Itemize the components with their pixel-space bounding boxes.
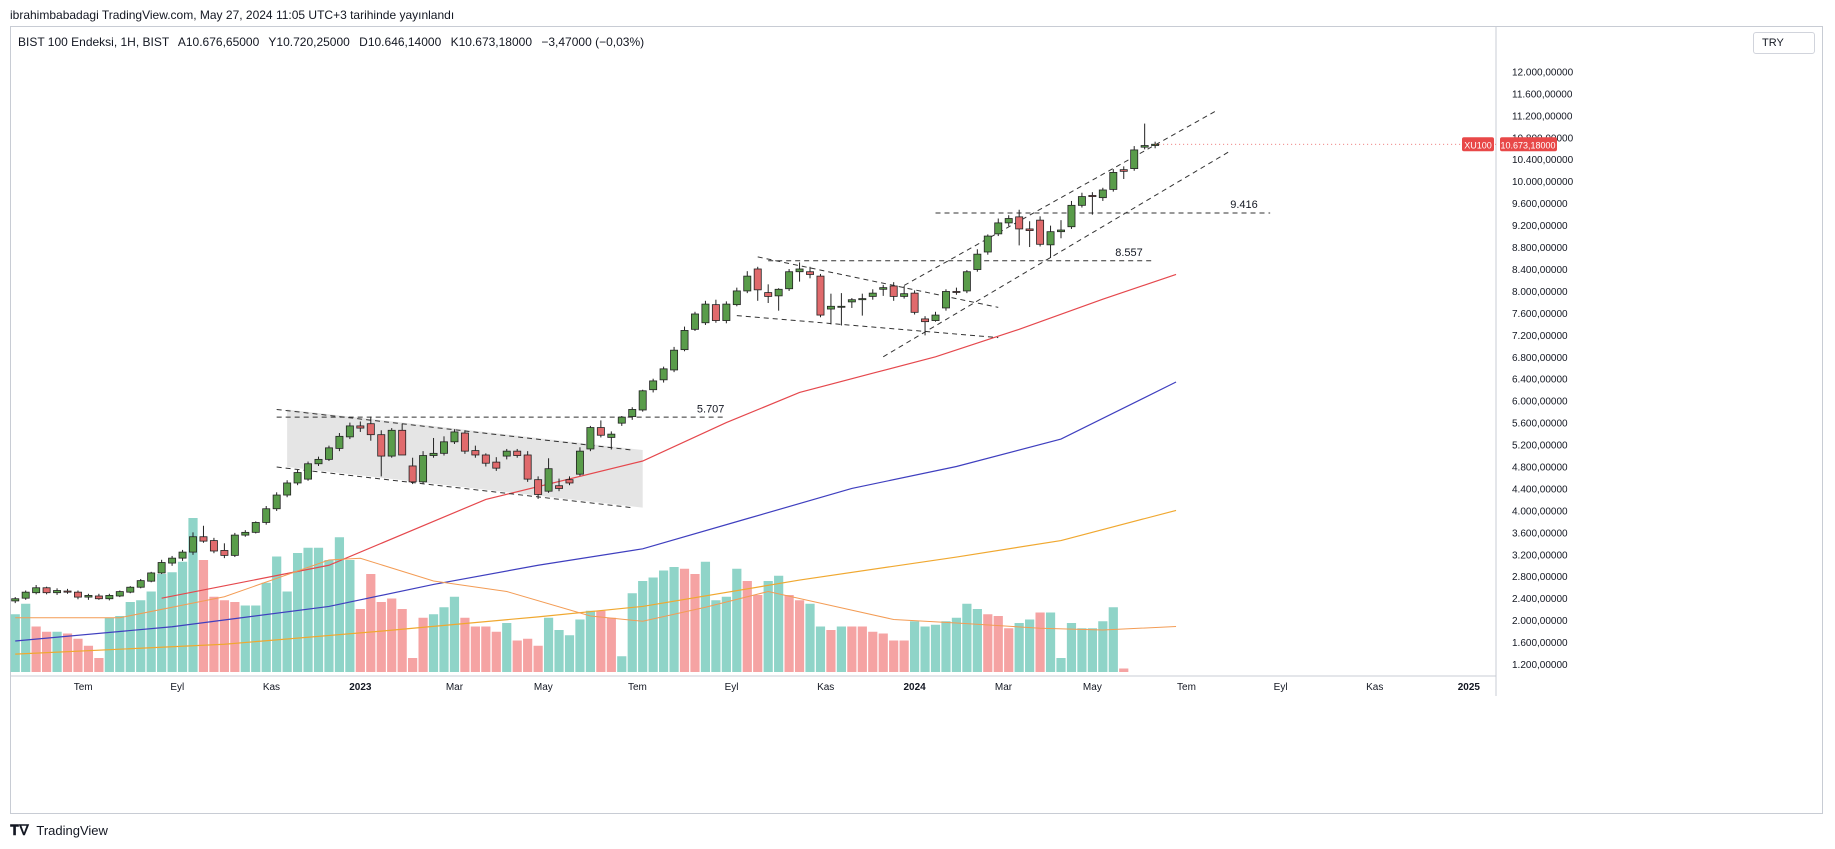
symbol-legend: BIST 100 Endeksi, 1H, BIST A10.676,65000… bbox=[18, 35, 650, 49]
footer: 𝐓∇ TradingView bbox=[10, 822, 108, 844]
publish-line: ibrahimbabadagi TradingView.com, May 27,… bbox=[10, 8, 455, 22]
publish-header: ibrahimbabadagi TradingView.com, May 27,… bbox=[0, 0, 1835, 26]
chart-frame bbox=[10, 26, 1823, 814]
symbol-name[interactable]: BIST 100 Endeksi, 1H, BIST bbox=[18, 35, 170, 49]
footer-brand[interactable]: TradingView bbox=[36, 823, 108, 838]
close-value: K10.673,18000 bbox=[450, 35, 533, 49]
tradingview-logo-icon[interactable]: 𝐓∇ bbox=[10, 822, 29, 838]
low-value: D10.646,14000 bbox=[359, 35, 442, 49]
currency-button[interactable]: TRY bbox=[1753, 32, 1815, 54]
open-value: A10.676,65000 bbox=[177, 35, 260, 49]
change-value: −3,47000 (−0,03%) bbox=[541, 35, 645, 49]
high-value: Y10.720,25000 bbox=[268, 35, 350, 49]
